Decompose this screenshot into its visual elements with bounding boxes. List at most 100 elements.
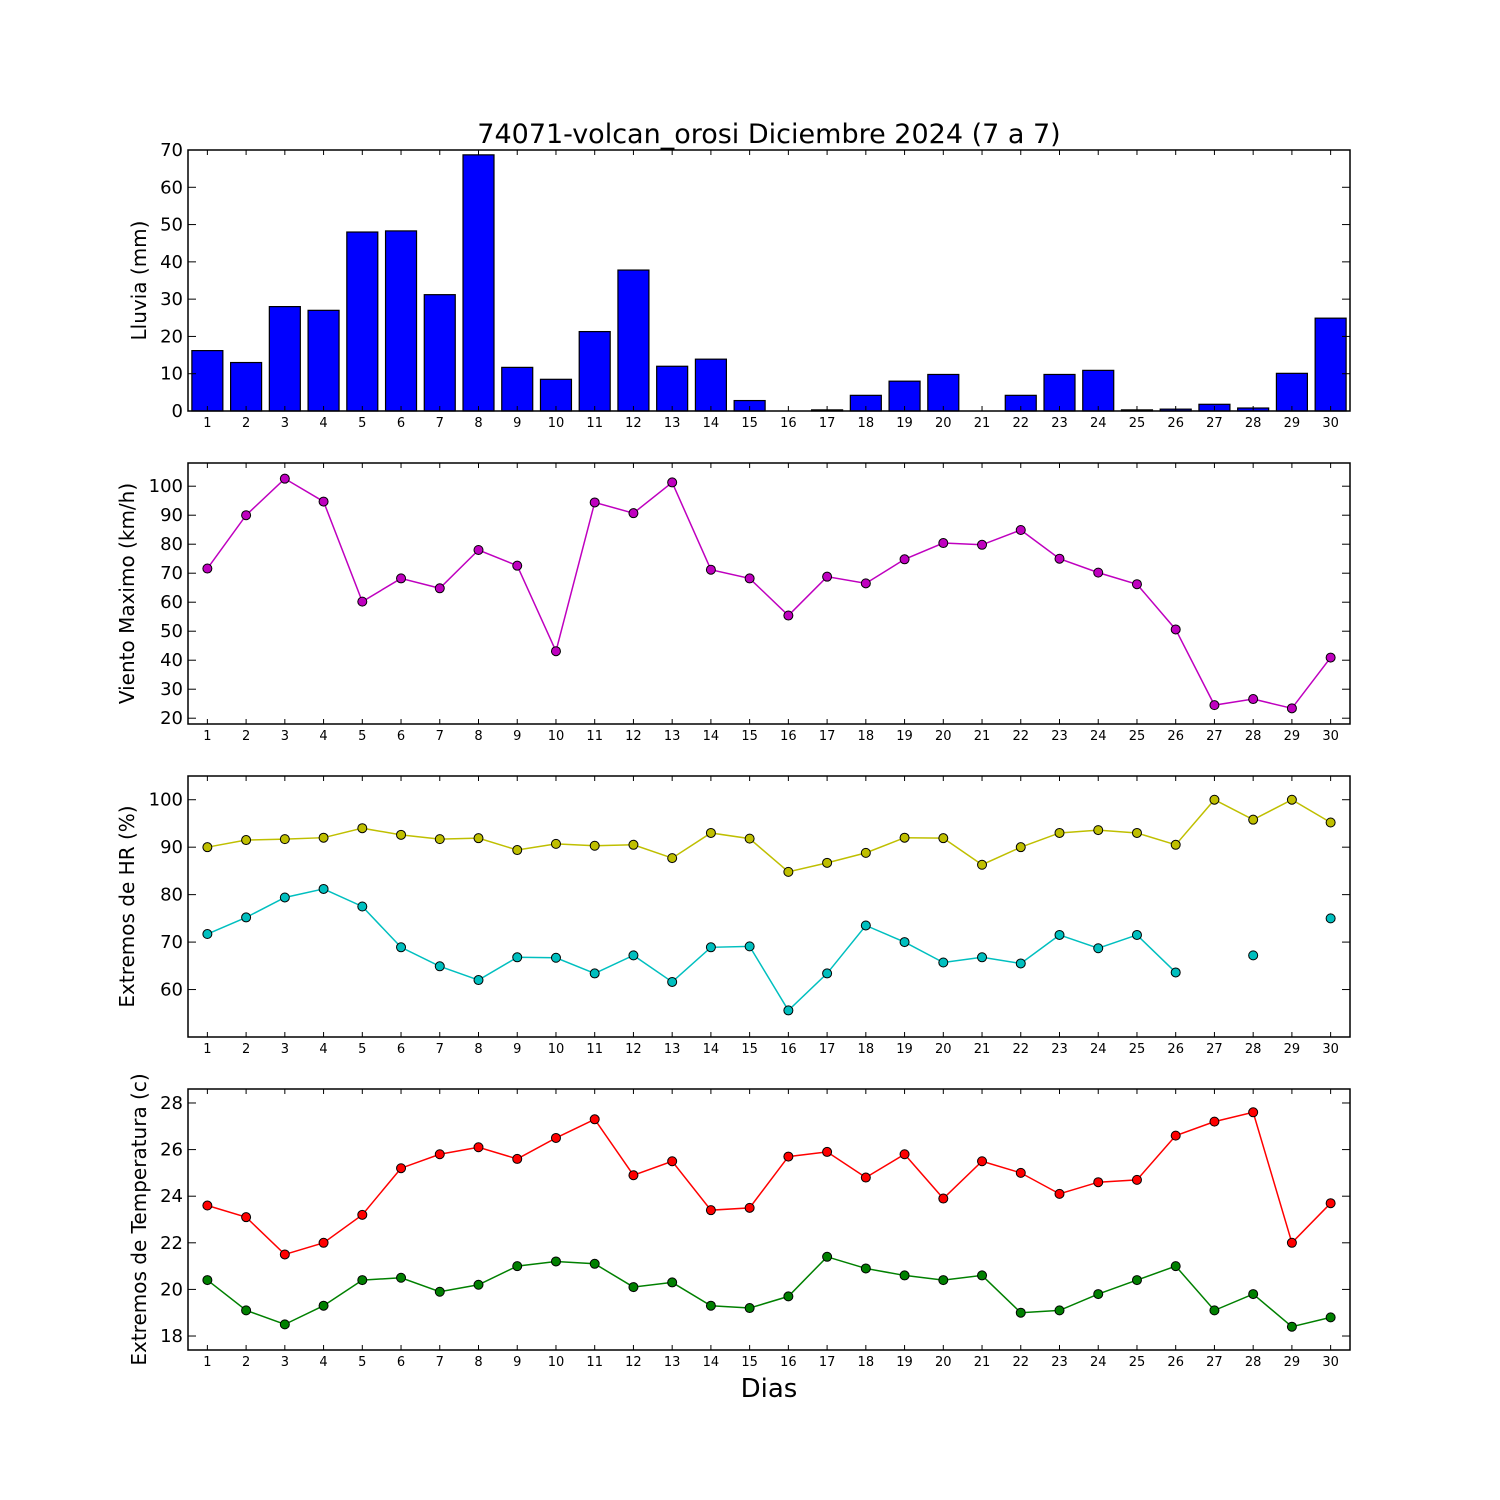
point-s1-day-21 (977, 1156, 988, 1167)
point-s1-day-1 (202, 1200, 213, 1211)
x-tick-label: 1 (203, 729, 211, 744)
point-s1-day-23 (1054, 1188, 1065, 1199)
point-s2-day-10 (550, 1256, 561, 1267)
point-s2-day-27 (1209, 1305, 1220, 1316)
point-s2-day-25 (1131, 929, 1142, 940)
point-s1-day-28 (1248, 1107, 1259, 1118)
point-s2-day-29 (1286, 1321, 1297, 1332)
point-s2-day-22 (1015, 1307, 1026, 1318)
point-s2-day-22 (1015, 958, 1026, 969)
x-tick-label: 7 (436, 1355, 444, 1370)
point-s2-day-20 (938, 1275, 949, 1286)
point-s1-day-25 (1131, 827, 1142, 838)
point-s1-day-4 (318, 496, 329, 507)
point-s2-day-3 (279, 892, 290, 903)
x-tick-label: 18 (858, 729, 875, 744)
point-s2-day-24 (1093, 1289, 1104, 1300)
point-s1-day-14 (705, 1205, 716, 1216)
x-tick-label: 9 (513, 729, 521, 744)
point-s1-day-12 (628, 1170, 639, 1181)
x-tick-label: 12 (625, 729, 642, 744)
point-s2-day-23 (1054, 1305, 1065, 1316)
point-s1-day-13 (667, 477, 678, 488)
point-s1-day-2 (241, 1212, 252, 1223)
x-tick-label: 21 (974, 1042, 991, 1057)
x-tick-label: 25 (1129, 1042, 1146, 1057)
bar-day-4 (307, 309, 340, 412)
point-s1-day-21 (977, 539, 988, 550)
x-tick-label: 19 (896, 416, 913, 431)
x-tick-label: 8 (474, 729, 482, 744)
point-s2-day-6 (396, 1272, 407, 1283)
point-s1-day-13 (667, 853, 678, 864)
point-s2-day-16 (783, 1005, 794, 1016)
point-s2-day-25 (1131, 1275, 1142, 1286)
y-tick-label: 26 (160, 1140, 183, 1161)
point-s1-day-1 (202, 842, 213, 853)
x-tick-label: 25 (1129, 1355, 1146, 1370)
point-s2-day-8 (473, 975, 484, 986)
point-s2-day-17 (822, 968, 833, 979)
x-tick-label: 11 (586, 416, 603, 431)
y-axis-label: Extremos de HR (%) (115, 805, 139, 1007)
y-tick-label: 30 (160, 289, 183, 310)
point-s1-day-10 (550, 1132, 561, 1143)
point-s1-day-19 (899, 1149, 910, 1160)
x-tick-label: 17 (819, 1355, 836, 1370)
point-s2-day-2 (241, 1305, 252, 1316)
bar-day-23 (1043, 373, 1076, 412)
y-axis-label: Extremos de Temperatura (c) (127, 1073, 151, 1365)
point-s1-day-6 (396, 829, 407, 840)
x-tick-label: 27 (1206, 729, 1223, 744)
point-s1-day-3 (279, 834, 290, 845)
x-tick-label: 8 (474, 1042, 482, 1057)
x-tick-label: 18 (858, 1042, 875, 1057)
x-tick-label: 21 (974, 1355, 991, 1370)
bar-day-5 (346, 231, 379, 412)
point-s1-day-30 (1325, 1198, 1336, 1209)
x-tick-label: 7 (436, 416, 444, 431)
y-tick-label: 18 (160, 1326, 183, 1347)
y-tick-label: 70 (160, 563, 183, 584)
point-s1-day-22 (1015, 1167, 1026, 1178)
point-s1-day-29 (1286, 1237, 1297, 1248)
axes-frame (187, 1088, 1351, 1351)
x-tick-label: 8 (474, 1355, 482, 1370)
x-tick-label: 6 (397, 729, 405, 744)
x-tick-label: 1 (203, 1355, 211, 1370)
point-s1-day-14 (705, 564, 716, 575)
point-s1-day-7 (434, 1149, 445, 1160)
x-tick-label: 6 (397, 1042, 405, 1057)
point-s1-day-17 (822, 1146, 833, 1157)
x-tick-label: 26 (1167, 1355, 1184, 1370)
y-tick-label: 50 (160, 215, 183, 236)
x-tick-label: 2 (242, 416, 250, 431)
point-s1-day-20 (938, 1193, 949, 1204)
point-s1-day-11 (589, 1114, 600, 1125)
x-tick-label: 15 (741, 416, 758, 431)
point-s1-day-16 (783, 1151, 794, 1162)
y-axis-label: Lluvia (mm) (127, 221, 151, 341)
x-tick-label: 9 (513, 416, 521, 431)
point-s2-day-17 (822, 1251, 833, 1262)
point-s2-day-3 (279, 1319, 290, 1330)
point-s2-day-11 (589, 968, 600, 979)
x-tick-label: 4 (319, 1355, 327, 1370)
bar-day-9 (501, 366, 534, 412)
x-tick-label: 16 (780, 416, 797, 431)
point-s2-day-14 (705, 1300, 716, 1311)
x-tick-label: 20 (935, 729, 952, 744)
point-s1-day-17 (822, 571, 833, 582)
point-s1-day-27 (1209, 700, 1220, 711)
point-s1-day-13 (667, 1156, 678, 1167)
x-tick-label: 12 (625, 416, 642, 431)
x-tick-label: 17 (819, 1042, 836, 1057)
x-tick-label: 28 (1245, 729, 1262, 744)
y-tick-label: 20 (160, 1279, 183, 1300)
point-s1-day-15 (744, 833, 755, 844)
bar-day-24 (1082, 369, 1115, 412)
point-s1-day-27 (1209, 1116, 1220, 1127)
panel-2: 1 2 3 4 5 6 7 8 9 10 11 12 13 14 15 16 17 18 19 20 21 22 23 24 2… (115, 462, 1351, 744)
x-tick-label: 18 (858, 416, 875, 431)
point-s1-day-10 (550, 646, 561, 657)
